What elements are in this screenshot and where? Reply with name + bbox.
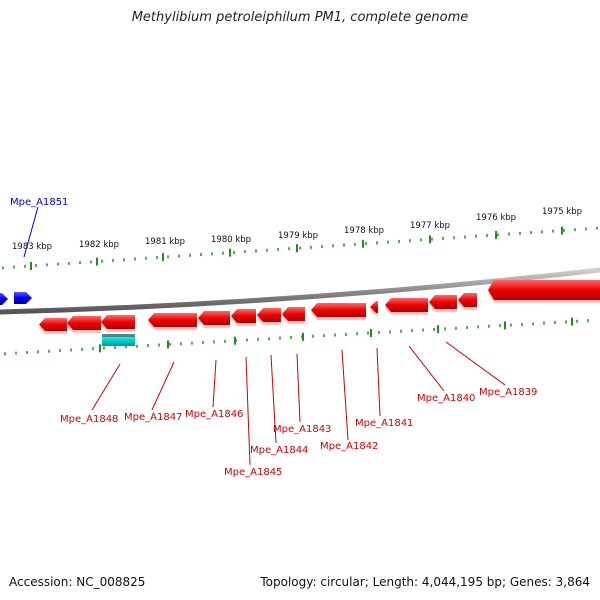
reverse-gene (282, 307, 305, 321)
label-leader-line (341, 349, 349, 441)
reverse-gene (429, 295, 457, 309)
genome-backbone (0, 267, 600, 315)
genome-summary: Topology: circular; Length: 4,044,195 bp… (260, 575, 590, 589)
label-leader-line (151, 361, 175, 411)
label-leader-line (408, 345, 445, 392)
reverse-gene (148, 313, 197, 327)
reverse-gene (198, 311, 230, 325)
gene-label-reverse: Mpe_A1846 (185, 409, 243, 420)
scale-label: 1977 kbp (410, 221, 450, 231)
label-leader-line (376, 347, 381, 417)
scale-label: 1981 kbp (145, 237, 185, 247)
forward-gene (0, 293, 8, 305)
reverse-gene (488, 280, 600, 300)
map-title: Methylibium petroleiphilum PM1, complete… (131, 10, 469, 25)
label-leader-line (23, 206, 39, 258)
label-leader-line (296, 353, 301, 423)
scale-label: 1983 kbp (12, 242, 52, 252)
reverse-gene (370, 301, 378, 313)
reverse-gene (67, 316, 101, 330)
accession-label: Accession: NC_008825 (9, 575, 146, 589)
label-leader-line (91, 363, 121, 411)
gene-label-reverse: Mpe_A1840 (417, 393, 475, 404)
label-leader-line (212, 359, 217, 408)
scale-labels: 1983 kbp 1982 kbp 1981 kbp 1980 kbp 1979 kbp… (12, 207, 582, 252)
reverse-gene (385, 298, 428, 312)
gene-label-forward: Mpe_A1851 (10, 197, 68, 208)
label-leader-line (445, 341, 506, 386)
label-leader-line (270, 354, 277, 444)
gene-label-reverse: Mpe_A1842 (320, 441, 378, 452)
gene-labels: Mpe_A1851 Mpe_A1848 Mpe_A1847 Mpe_A1846 Mpe_… (10, 197, 537, 478)
gene-label-reverse: Mpe_A1845 (224, 467, 282, 478)
reverse-gene (458, 293, 477, 307)
scale-label: 1979 kbp (278, 231, 318, 241)
gene-features (0, 280, 600, 346)
reverse-gene (311, 303, 366, 317)
scale-label: 1982 kbp (79, 240, 119, 250)
scale-label: 1980 kbp (211, 235, 251, 245)
gene-label-reverse: Mpe_A1848 (60, 414, 118, 425)
reverse-gene (101, 315, 135, 329)
scale-label: 1978 kbp (344, 226, 384, 236)
forward-gene (14, 292, 32, 304)
gene-label-reverse: Mpe_A1843 (273, 424, 331, 435)
reverse-gene (257, 308, 281, 322)
scale-label: 1976 kbp (476, 213, 516, 223)
gene-label-reverse: Mpe_A1847 (124, 412, 182, 423)
reverse-gene (39, 318, 67, 331)
upper-scale-ticks (2, 226, 598, 270)
gene-label-reverse: Mpe_A1839 (479, 387, 537, 398)
reverse-gene (231, 309, 256, 323)
gene-label-reverse: Mpe_A1844 (250, 445, 308, 456)
label-leader-line (245, 356, 251, 466)
gene-label-reverse: Mpe_A1841 (355, 418, 413, 429)
lower-scale-ticks (4, 317, 589, 356)
scale-label: 1975 kbp (542, 207, 582, 217)
